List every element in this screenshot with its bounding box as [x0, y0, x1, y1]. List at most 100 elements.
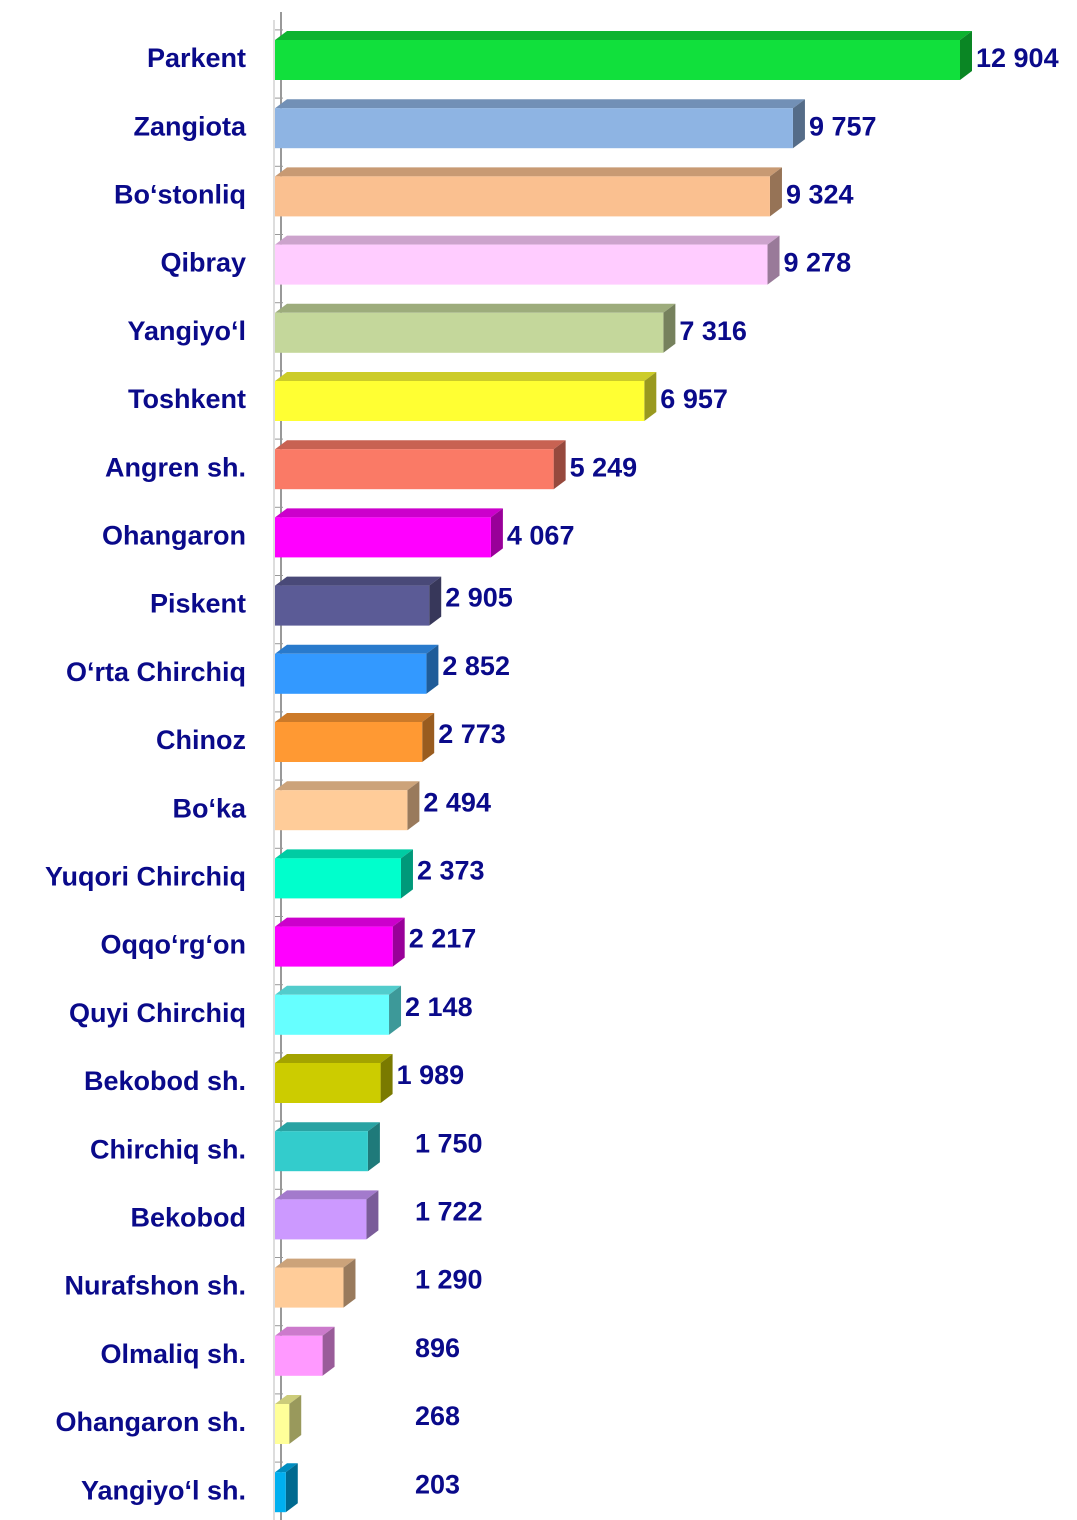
category-label: Chirchiq sh.: [90, 1134, 246, 1164]
bar-top: [275, 303, 676, 313]
bar-side: [644, 372, 657, 421]
value-label: 6 957: [660, 384, 728, 414]
bar-side: [769, 167, 782, 217]
value-label: 9 324: [786, 180, 854, 210]
bar-top: [275, 644, 439, 654]
value-label: 1 290: [415, 1265, 483, 1295]
bar: [275, 790, 408, 831]
bar-top: [275, 1326, 335, 1336]
bar-top: [275, 849, 413, 859]
bar-top: [275, 985, 402, 995]
bar-side: [289, 1395, 302, 1444]
bar-side: [285, 1463, 298, 1513]
bar: [275, 40, 960, 80]
value-label: 268: [415, 1401, 460, 1431]
value-label: 2 905: [445, 583, 513, 613]
bar-top: [275, 713, 435, 722]
bar-top: [275, 31, 972, 40]
category-label: Nurafshon sh.: [64, 1271, 246, 1301]
value-label: 2 494: [423, 787, 491, 817]
value-label: 9 278: [784, 248, 852, 278]
category-label: Angren sh.: [105, 452, 246, 482]
bar: [275, 1199, 367, 1240]
bar-side: [366, 1190, 379, 1240]
bar-side: [380, 1054, 393, 1103]
bar: [275, 381, 645, 421]
bar-top: [275, 781, 420, 791]
bar-top: [275, 99, 805, 109]
bar-side: [792, 99, 805, 149]
bar-side: [490, 508, 503, 558]
bar: [275, 1472, 286, 1513]
bar-side: [429, 576, 442, 626]
bar: [275, 585, 430, 626]
bar-side: [343, 1258, 356, 1308]
category-label: Piskent: [150, 589, 246, 619]
value-label: 203: [415, 1469, 460, 1499]
bar-side: [322, 1326, 335, 1376]
bar: [275, 1335, 323, 1376]
bar: [275, 176, 770, 217]
category-label: Qibray: [160, 248, 246, 278]
bar-side: [553, 440, 566, 490]
value-label: 1 722: [415, 1197, 483, 1227]
bar-top: [275, 1258, 356, 1268]
value-label: 7 316: [679, 316, 747, 346]
value-label: 896: [415, 1333, 460, 1363]
category-label: Zangiota: [134, 111, 247, 141]
value-label: 2 148: [405, 992, 473, 1022]
bar-side: [426, 644, 439, 694]
category-label: O‘rta Chirchiq: [66, 657, 246, 687]
category-label: Bekobod sh.: [84, 1066, 246, 1096]
bar-top: [275, 1122, 380, 1132]
bar: [275, 312, 664, 353]
category-label: Bekobod: [130, 1203, 246, 1233]
bar-top: [275, 508, 503, 518]
bar-top: [275, 167, 782, 177]
bar-side: [422, 713, 435, 762]
category-label: Yangiyo‘l sh.: [81, 1475, 246, 1505]
bar-side: [663, 303, 676, 353]
bar: [275, 653, 427, 694]
bar-side: [389, 985, 402, 1035]
bar-side: [392, 917, 405, 967]
category-label: Yangiyo‘l: [127, 316, 246, 346]
bar-top: [275, 917, 405, 927]
category-label: Oqqo‘rg‘on: [101, 930, 246, 960]
value-label: 2 773: [438, 719, 506, 749]
bar-top: [275, 1463, 298, 1473]
bar-side: [407, 781, 420, 831]
bar: [275, 858, 401, 899]
bar: [275, 1131, 368, 1172]
value-label: 4 067: [507, 521, 575, 551]
value-label: 1 750: [415, 1128, 483, 1158]
category-label: Toshkent: [128, 384, 246, 414]
bar-top: [275, 440, 566, 450]
bar-top: [275, 372, 657, 381]
category-label: Olmaliq sh.: [100, 1339, 246, 1369]
category-label: Chinoz: [156, 725, 246, 755]
bar: [275, 108, 793, 149]
bar: [275, 1063, 381, 1103]
bar-top: [275, 1395, 302, 1404]
bar-side: [960, 31, 972, 80]
bar: [275, 926, 393, 967]
bar-top: [275, 1190, 379, 1200]
bar: [275, 722, 423, 762]
category-label: Ohangaron sh.: [55, 1407, 246, 1437]
bar: [275, 1267, 344, 1308]
value-label: 2 217: [409, 924, 477, 954]
bar-top: [275, 576, 442, 586]
value-label: 2 852: [442, 651, 510, 681]
category-label: Ohangaron: [102, 521, 246, 551]
bar: [275, 449, 554, 490]
category-label: Parkent: [147, 43, 246, 73]
value-label: 1 989: [397, 1060, 465, 1090]
bar: [275, 1404, 290, 1444]
bar: [275, 994, 390, 1035]
value-label: 12 904: [976, 43, 1059, 73]
bar-top: [275, 235, 780, 245]
value-label: 9 757: [809, 111, 877, 141]
category-label: Bo‘stonliq: [114, 180, 246, 210]
